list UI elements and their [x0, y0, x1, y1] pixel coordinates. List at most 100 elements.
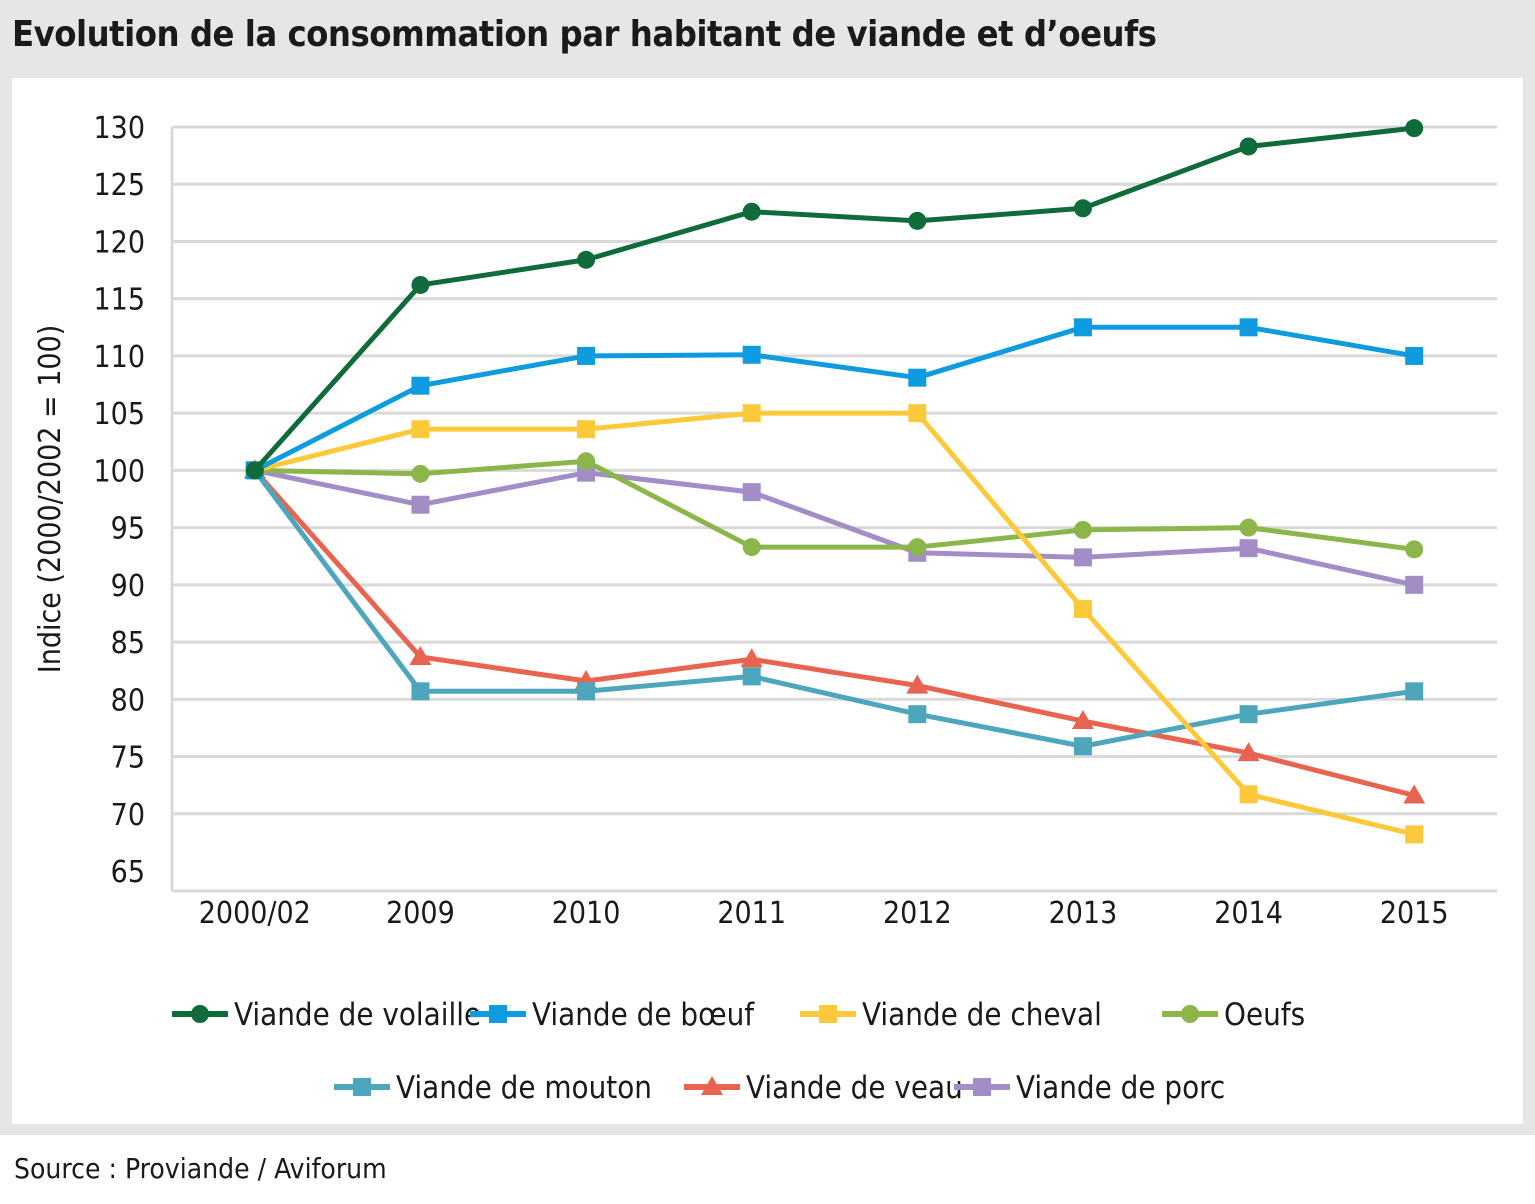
- data-point: [908, 538, 927, 557]
- data-point: [742, 667, 761, 686]
- y-tick-label: 100: [93, 454, 145, 489]
- legend-item-viande-de-cheval: Viande de cheval: [800, 997, 1102, 1033]
- legend-label: Viande de mouton: [396, 1070, 652, 1106]
- y-tick-label: 95: [111, 512, 145, 547]
- data-point: [742, 202, 761, 221]
- data-point: [1405, 540, 1424, 559]
- data-point: [742, 345, 761, 364]
- data-point: [1073, 599, 1092, 618]
- data-point: [908, 404, 927, 423]
- series-line: [252, 468, 1415, 798]
- data-point: [1073, 318, 1092, 337]
- data-point: [1403, 784, 1426, 804]
- data-point: [1237, 742, 1260, 762]
- legend: Viande de volaille Viande de bœuf Viande d…: [172, 997, 1305, 1106]
- series-line: [254, 467, 1415, 588]
- series-line: [253, 324, 1415, 473]
- data-point: [1073, 548, 1092, 567]
- x-tick-label: 2013: [1049, 896, 1118, 931]
- data-point: [1405, 119, 1424, 138]
- series-line: [252, 125, 1415, 473]
- legend-marker: [701, 1076, 723, 1095]
- legend-item-viande-de-boeuf: Viande de bœuf: [470, 997, 755, 1033]
- x-tick-label: 2012: [883, 896, 952, 931]
- y-tick-label: 110: [93, 340, 145, 375]
- data-point: [906, 674, 929, 694]
- data-point: [1405, 825, 1424, 844]
- series-viande-de-boeuf: [245, 318, 1424, 480]
- legend-item-viande-de-porc: Viande de porc: [954, 1070, 1225, 1106]
- y-tick-label: 65: [111, 855, 145, 890]
- y-tick-label: 125: [93, 168, 145, 203]
- data-point: [411, 682, 430, 701]
- legend-marker: [819, 1005, 837, 1023]
- legend-item-viande-de-veau: Viande de veau: [684, 1070, 963, 1106]
- y-tick-label: 130: [93, 111, 145, 146]
- y-tick-label: 105: [93, 397, 145, 432]
- data-point: [742, 404, 761, 423]
- data-point: [577, 250, 596, 269]
- data-point: [1073, 199, 1092, 218]
- y-tick-label: 90: [111, 569, 145, 604]
- data-point: [577, 346, 596, 365]
- legend-marker: [973, 1078, 991, 1096]
- x-tick-label: 2010: [552, 896, 621, 931]
- data-point: [1073, 737, 1092, 756]
- data-point: [1073, 520, 1092, 539]
- data-point: [1239, 539, 1258, 558]
- series-line: [254, 410, 1415, 837]
- legend-label: Viande de bœuf: [532, 997, 755, 1033]
- y-tick-label: 75: [111, 741, 145, 776]
- x-tick-label: 2014: [1214, 896, 1283, 931]
- data-point: [742, 538, 761, 557]
- source-note: Source : Proviande / Aviforum: [14, 1152, 387, 1185]
- legend-item-viande-de-volaille: Viande de volaille: [172, 997, 481, 1033]
- legend-label: Oeufs: [1224, 997, 1305, 1033]
- data-point: [411, 464, 430, 483]
- axes: 65 70 75 80 85 90 95 100 105 110 115 120 125 130 2000/…: [33, 111, 1497, 931]
- data-point: [908, 368, 927, 387]
- data-point: [1405, 682, 1424, 701]
- data-point: [742, 483, 761, 502]
- legend-label: Viande de veau: [746, 1070, 963, 1106]
- data-point: [1239, 518, 1258, 537]
- legend-marker: [489, 1005, 507, 1023]
- data-point: [1071, 710, 1094, 730]
- data-point: [1239, 318, 1258, 337]
- legend-label: Viande de porc: [1016, 1070, 1225, 1106]
- y-tick-label: 120: [93, 225, 145, 260]
- y-tick-label: 70: [111, 798, 145, 833]
- data-point: [908, 211, 927, 230]
- legend-label: Viande de cheval: [862, 997, 1102, 1033]
- y-axis-title: Indice (2000/2002 = 100): [33, 325, 68, 674]
- data-point: [577, 452, 596, 471]
- legend-marker: [353, 1078, 371, 1096]
- x-tick-label: 2015: [1380, 896, 1449, 931]
- gridlines: [172, 125, 1497, 816]
- series-viande-de-mouton: [245, 461, 1424, 756]
- data-point: [1405, 575, 1424, 594]
- y-tick-label: 80: [111, 683, 145, 718]
- legend-item-oeufs: Oeufs: [1162, 997, 1305, 1033]
- y-tick-label: 85: [111, 626, 145, 661]
- data-point: [411, 495, 430, 514]
- data-point: [1239, 137, 1258, 156]
- data-point: [908, 705, 927, 724]
- series-viande-de-volaille: [245, 119, 1424, 480]
- data-point: [1405, 346, 1424, 365]
- series-line: [252, 468, 1415, 749]
- x-tick-label: 2000/02: [199, 896, 311, 931]
- data-point: [411, 376, 430, 395]
- y-tick-label: 115: [93, 283, 145, 318]
- series-lines: [243, 119, 1426, 844]
- legend-marker: [191, 1005, 209, 1023]
- legend-marker: [1181, 1005, 1199, 1023]
- data-point: [411, 275, 430, 294]
- data-point: [1239, 705, 1258, 724]
- data-point: [577, 420, 596, 439]
- series-line: [254, 458, 1415, 552]
- x-tick-label: 2011: [717, 896, 786, 931]
- data-point: [577, 682, 596, 701]
- series-oeufs: [245, 452, 1424, 559]
- data-point: [1239, 785, 1258, 804]
